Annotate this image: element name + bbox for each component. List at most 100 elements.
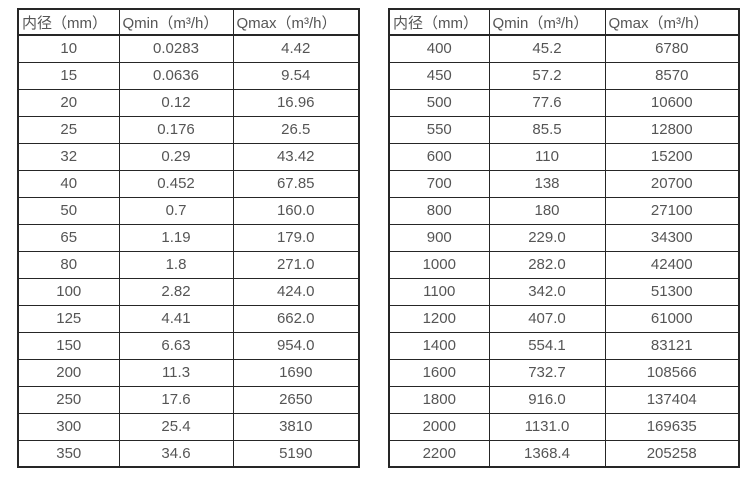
cell: 77.6 [488, 88, 606, 117]
cell: 125 [17, 304, 120, 333]
cell: 42400 [604, 250, 740, 279]
table-row: 50 0.7 160.0 [17, 196, 360, 225]
table-row: 600 110 15200 [388, 142, 740, 171]
cell: 1200 [388, 304, 490, 333]
cell: 0.176 [118, 115, 234, 144]
cell: 700 [388, 169, 490, 198]
table-row: 1200 407.0 61000 [388, 304, 740, 333]
cell: 180 [488, 196, 606, 225]
cell: 57.2 [488, 61, 606, 90]
cell: 4.42 [232, 34, 360, 63]
cell: 6.63 [118, 331, 234, 360]
cell: 800 [388, 196, 490, 225]
cell: 300 [17, 412, 120, 441]
cell: 179.0 [232, 223, 360, 252]
cell: 282.0 [488, 250, 606, 279]
cell: 20 [17, 88, 120, 117]
table-row: 10 0.0283 4.42 [17, 34, 360, 63]
cell: 26.5 [232, 115, 360, 144]
table-row: 100 2.82 424.0 [17, 277, 360, 306]
table-row: 15 0.0636 9.54 [17, 61, 360, 90]
cell: 342.0 [488, 277, 606, 306]
cell: 43.42 [232, 142, 360, 171]
cell: 2650 [232, 385, 360, 414]
table-row: 350 34.6 5190 [17, 439, 360, 468]
cell: 137404 [604, 385, 740, 414]
table-row: 700 138 20700 [388, 169, 740, 198]
column-header: 内径（mm） [17, 8, 120, 36]
cell: 34300 [604, 223, 740, 252]
cell: 34.6 [118, 439, 234, 468]
cell: 0.0636 [118, 61, 234, 90]
table-row: 900 229.0 34300 [388, 223, 740, 252]
cell: 1100 [388, 277, 490, 306]
cell: 160.0 [232, 196, 360, 225]
cell: 4.41 [118, 304, 234, 333]
cell: 1800 [388, 385, 490, 414]
table-row: 25 0.176 26.5 [17, 115, 360, 144]
cell: 550 [388, 115, 490, 144]
cell: 732.7 [488, 358, 606, 387]
table-row: 1400 554.1 83121 [388, 331, 740, 360]
table-row: 150 6.63 954.0 [17, 331, 360, 360]
table-row: 40 0.452 67.85 [17, 169, 360, 198]
cell: 65 [17, 223, 120, 252]
header-row: 内径（mm） Qmin（m³/h） Qmax（m³/h） [388, 8, 740, 36]
cell: 45.2 [488, 34, 606, 63]
cell: 350 [17, 439, 120, 468]
cell: 0.0283 [118, 34, 234, 63]
flow-spec-table-large-diameters: 内径（mm） Qmin（m³/h） Qmax（m³/h） 400 45.2 6780 450… [388, 8, 740, 468]
cell: 424.0 [232, 277, 360, 306]
table-row: 20 0.12 16.96 [17, 88, 360, 117]
table-row: 250 17.6 2650 [17, 385, 360, 414]
cell: 10600 [604, 88, 740, 117]
cell: 1600 [388, 358, 490, 387]
cell: 108566 [604, 358, 740, 387]
cell: 110 [488, 142, 606, 171]
cell: 150 [17, 331, 120, 360]
column-header: Qmax（m³/h） [232, 8, 360, 36]
cell: 1368.4 [488, 439, 606, 468]
table-row: 1100 342.0 51300 [388, 277, 740, 306]
cell: 32 [17, 142, 120, 171]
table-row: 2200 1368.4 205258 [388, 439, 740, 468]
cell: 1000 [388, 250, 490, 279]
table-row: 80 1.8 271.0 [17, 250, 360, 279]
cell: 138 [488, 169, 606, 198]
table-row: 450 57.2 8570 [388, 61, 740, 90]
table-row: 2000 1131.0 169635 [388, 412, 740, 441]
cell: 25.4 [118, 412, 234, 441]
column-header: Qmin（m³/h） [488, 8, 606, 36]
table-row: 1000 282.0 42400 [388, 250, 740, 279]
cell: 900 [388, 223, 490, 252]
cell: 27100 [604, 196, 740, 225]
cell: 15 [17, 61, 120, 90]
cell: 450 [388, 61, 490, 90]
cell: 205258 [604, 439, 740, 468]
cell: 2.82 [118, 277, 234, 306]
cell: 169635 [604, 412, 740, 441]
cell: 3810 [232, 412, 360, 441]
cell: 1131.0 [488, 412, 606, 441]
table-row: 400 45.2 6780 [388, 34, 740, 63]
table-row: 300 25.4 3810 [17, 412, 360, 441]
cell: 12800 [604, 115, 740, 144]
cell: 11.3 [118, 358, 234, 387]
cell: 100 [17, 277, 120, 306]
table-row: 550 85.5 12800 [388, 115, 740, 144]
cell: 1.19 [118, 223, 234, 252]
table-row: 65 1.19 179.0 [17, 223, 360, 252]
cell: 0.29 [118, 142, 234, 171]
cell: 250 [17, 385, 120, 414]
flow-spec-table-small-diameters: 内径（mm） Qmin（m³/h） Qmax（m³/h） 10 0.0283 4.42 15… [17, 8, 360, 468]
cell: 6780 [604, 34, 740, 63]
cell: 500 [388, 88, 490, 117]
cell: 916.0 [488, 385, 606, 414]
cell: 0.12 [118, 88, 234, 117]
cell: 51300 [604, 277, 740, 306]
table-row: 200 11.3 1690 [17, 358, 360, 387]
cell: 10 [17, 34, 120, 63]
cell: 17.6 [118, 385, 234, 414]
cell: 5190 [232, 439, 360, 468]
cell: 20700 [604, 169, 740, 198]
